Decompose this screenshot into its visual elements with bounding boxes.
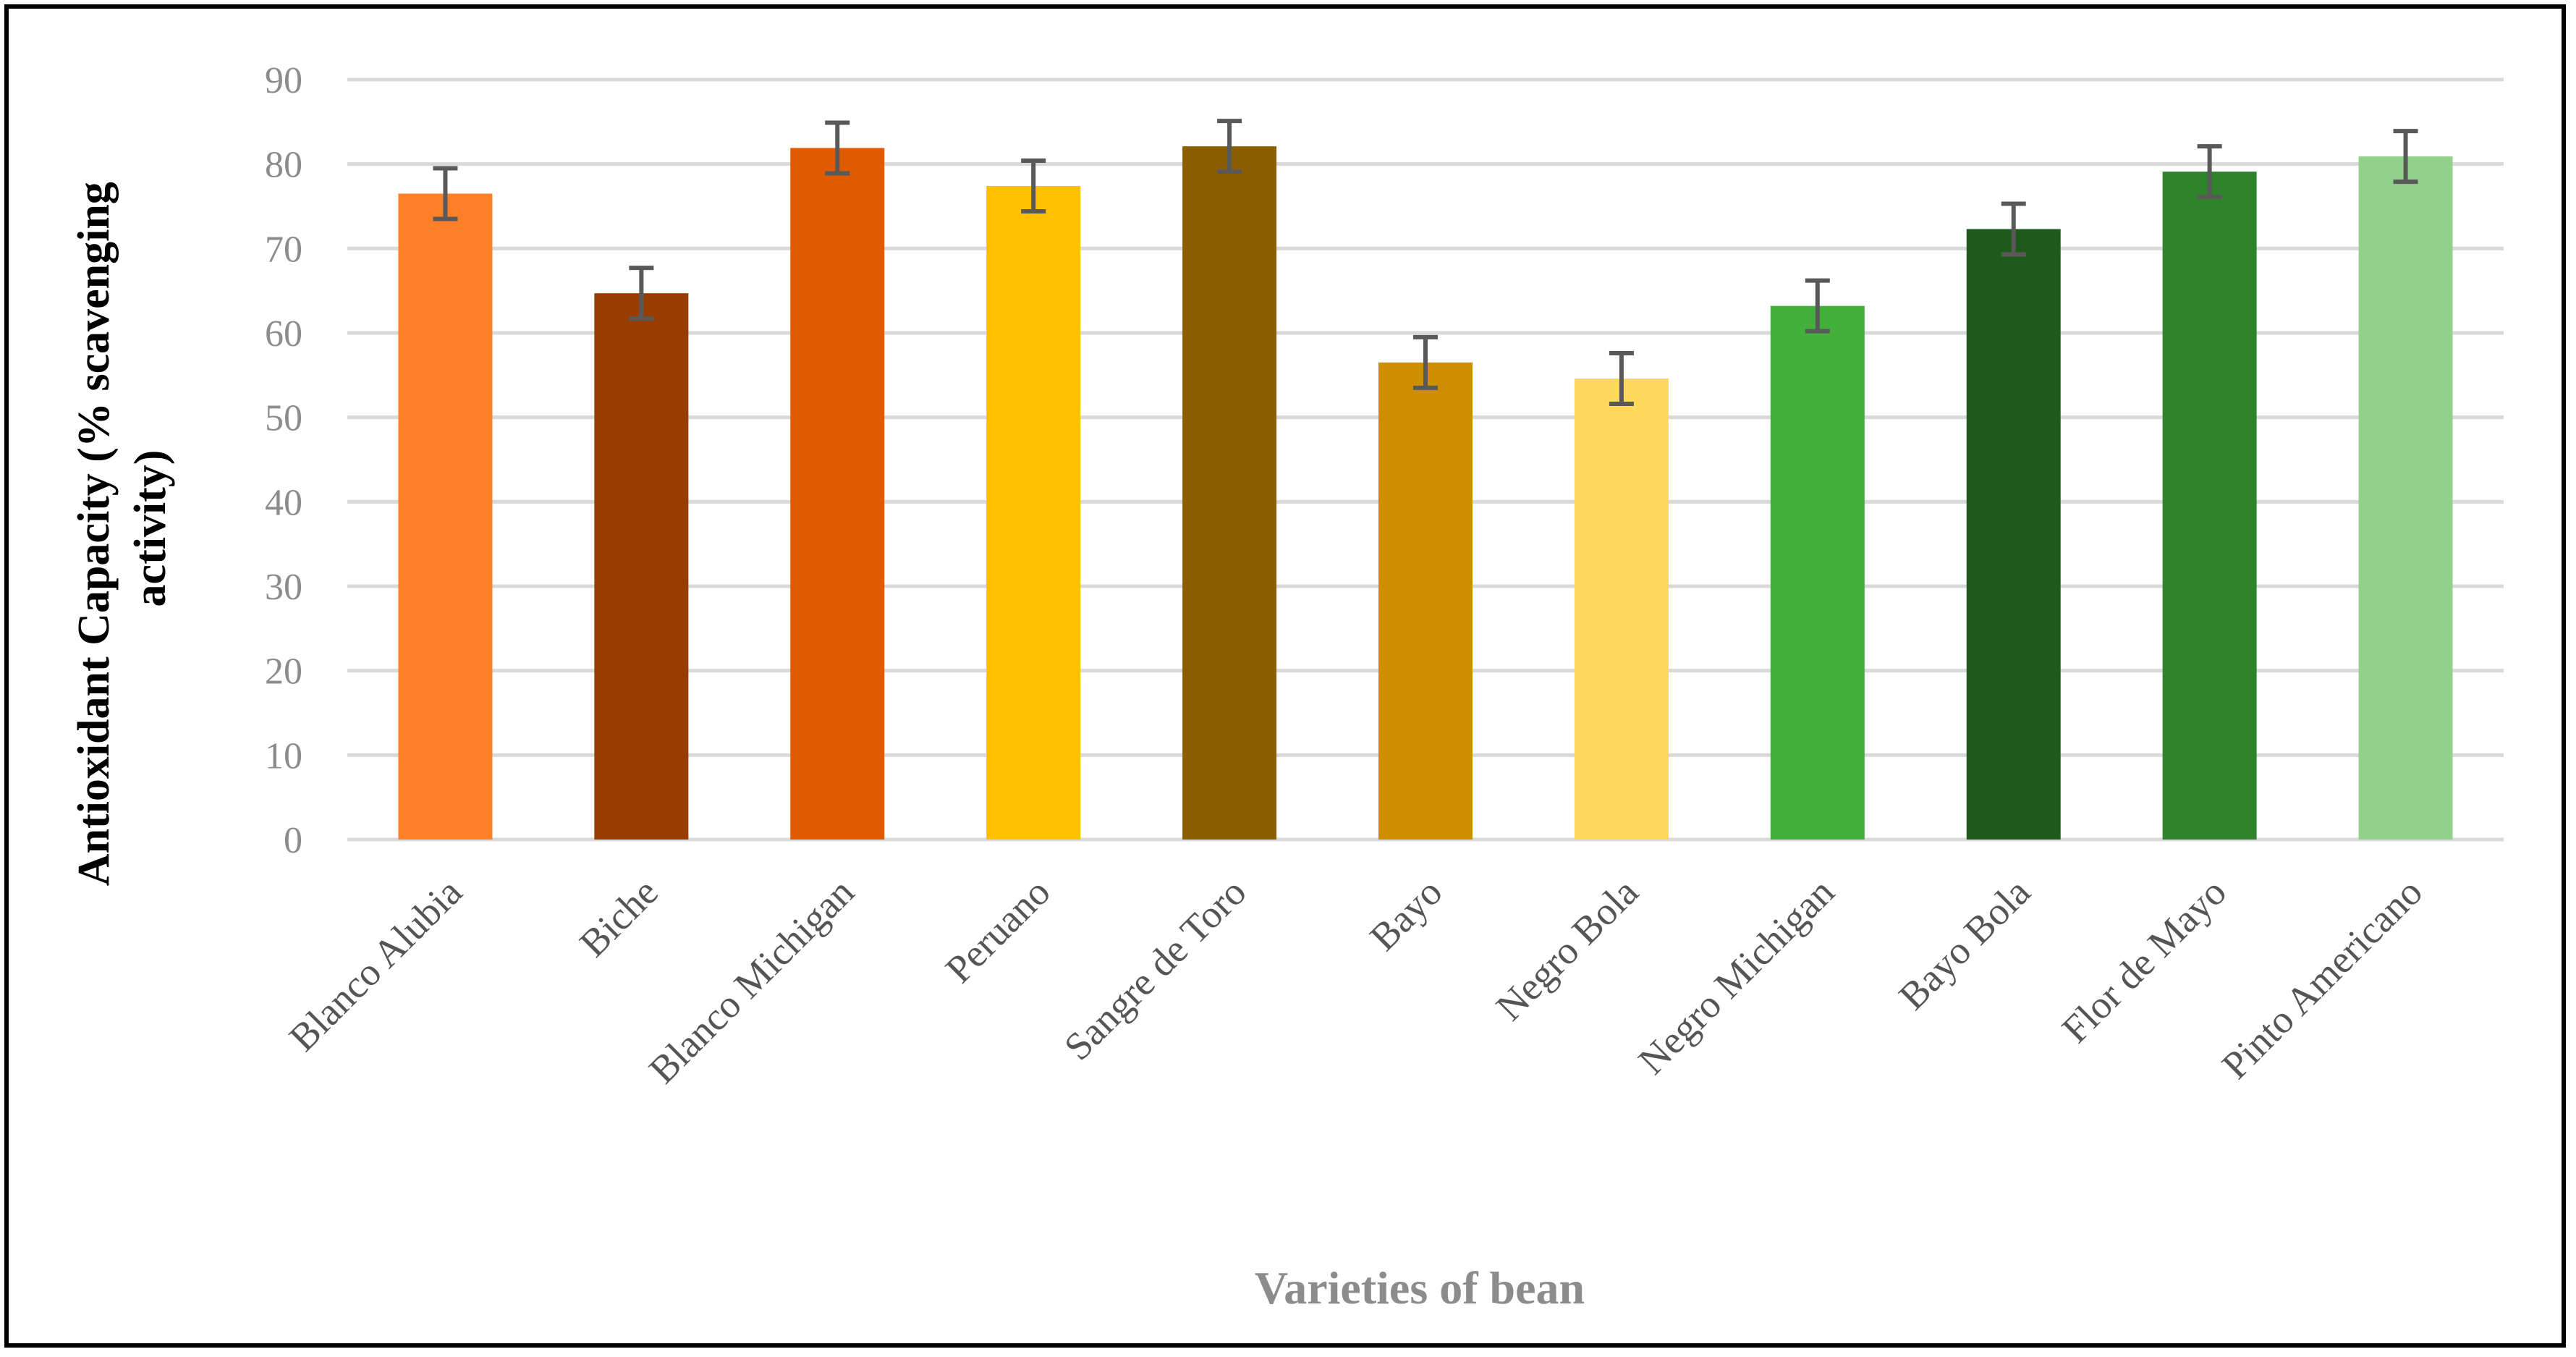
error-bars — [433, 119, 2418, 406]
error-bar — [1413, 334, 1438, 390]
y-axis-title-line-1: Antioxidant Capacity (% scavenging — [69, 182, 119, 886]
y-tick-label: 40 — [265, 482, 302, 523]
y-tick-label: 60 — [265, 313, 302, 355]
bar-blanco-alubia — [398, 193, 493, 840]
error-bar — [1021, 158, 1046, 214]
y-tick-label: 80 — [265, 145, 302, 186]
x-tick-label: Bayo Bola — [1891, 870, 2039, 1018]
error-bar — [433, 166, 458, 221]
bars — [398, 146, 2453, 840]
error-bar — [629, 266, 654, 321]
error-bar — [2197, 144, 2222, 200]
y-tick-label: 10 — [265, 735, 302, 777]
y-tick-label: 90 — [265, 60, 302, 101]
x-tick-label: Negro Bola — [1488, 870, 1647, 1029]
error-bar — [1217, 119, 1242, 174]
error-bar — [1609, 351, 1634, 406]
x-tick-label: Sangre de Toro — [1056, 870, 1254, 1068]
x-tick-label: Blanco Alubia — [281, 870, 470, 1060]
bar-negro-michigan — [1770, 305, 1865, 840]
x-tick-label: Pinto Americano — [2213, 870, 2431, 1087]
y-tick-label: 0 — [284, 820, 302, 861]
bar-biche — [594, 293, 689, 840]
bar-negro-bola — [1574, 379, 1669, 840]
x-tick-label: Flor de Mayo — [2054, 870, 2234, 1051]
x-tick-label: Bayo — [1361, 870, 1450, 959]
chart-frame — [4, 4, 2566, 1348]
y-tick-label: 50 — [265, 398, 302, 439]
bar-flor-de-mayo — [2162, 172, 2257, 840]
bar-peruano — [986, 186, 1081, 840]
x-tick-label: Biche — [571, 870, 666, 965]
y-axis-title-line-2: activity) — [126, 450, 175, 607]
x-tick-label: Negro Michigan — [1630, 870, 1843, 1083]
y-axis-title: Antioxidant Capacity (% scavenging activ… — [69, 171, 175, 887]
gridlines — [347, 77, 2504, 842]
x-tick-label: Peruano — [937, 870, 1059, 992]
y-tick-label: 20 — [265, 651, 302, 693]
error-bar — [2001, 201, 2026, 257]
x-tick-label: Blanco Michigan — [640, 870, 862, 1091]
y-axis-ticks: 0 10 20 30 40 50 60 70 80 90 — [265, 60, 302, 861]
x-axis-title: Varieties of bean — [1255, 1262, 1585, 1314]
error-bar — [2393, 129, 2418, 185]
y-tick-label: 70 — [265, 229, 302, 270]
bar-pinto-americano — [2358, 156, 2453, 840]
error-bar — [1805, 278, 1830, 334]
bar-bayo — [1378, 362, 1473, 840]
error-bar — [825, 120, 850, 176]
bar-blanco-michigan — [790, 148, 885, 840]
y-tick-label: 30 — [265, 567, 302, 608]
bar-bayo-bola — [1966, 229, 2061, 840]
bar-sangre-de-toro — [1182, 146, 1277, 840]
